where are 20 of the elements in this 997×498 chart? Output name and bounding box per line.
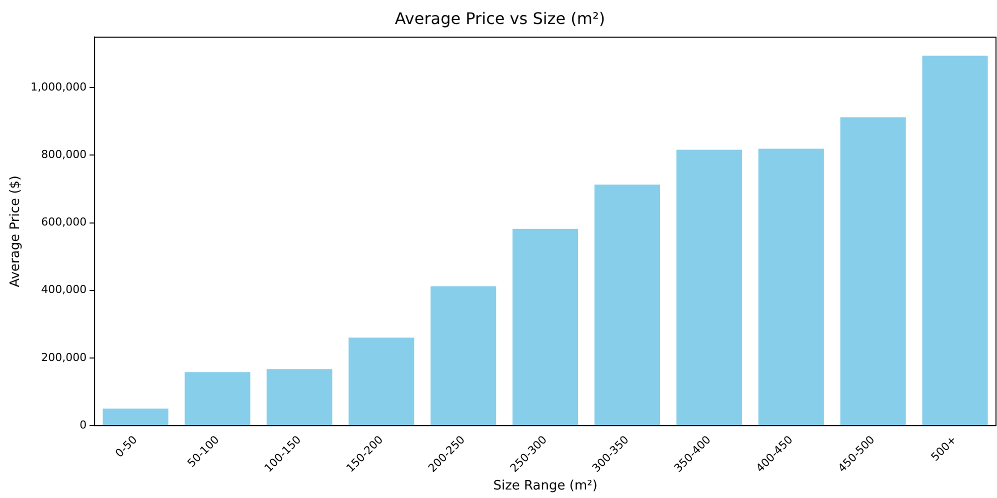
y-tick-label: 1,000,000 — [30, 80, 87, 94]
chart-title: Average Price vs Size (m²) — [394, 8, 606, 28]
x-axis-title: Size Range (m²) — [493, 478, 598, 494]
bar — [102, 408, 168, 426]
y-tick-label: 400,000 — [41, 283, 87, 296]
bar — [840, 117, 906, 426]
bar — [758, 148, 824, 426]
bar — [348, 338, 414, 426]
bar — [266, 369, 332, 426]
bar — [512, 228, 578, 426]
y-tick-label: 600,000 — [41, 216, 87, 229]
y-tick-label: 200,000 — [41, 350, 87, 364]
y-tick-label: 0 — [80, 418, 87, 432]
y-tick-label: 800,000 — [41, 148, 87, 162]
bar — [922, 56, 988, 426]
bar — [594, 184, 660, 426]
bar — [184, 372, 250, 426]
bar — [430, 286, 496, 426]
y-axis-title: Average Price ($) — [8, 175, 24, 288]
bar — [676, 150, 742, 426]
